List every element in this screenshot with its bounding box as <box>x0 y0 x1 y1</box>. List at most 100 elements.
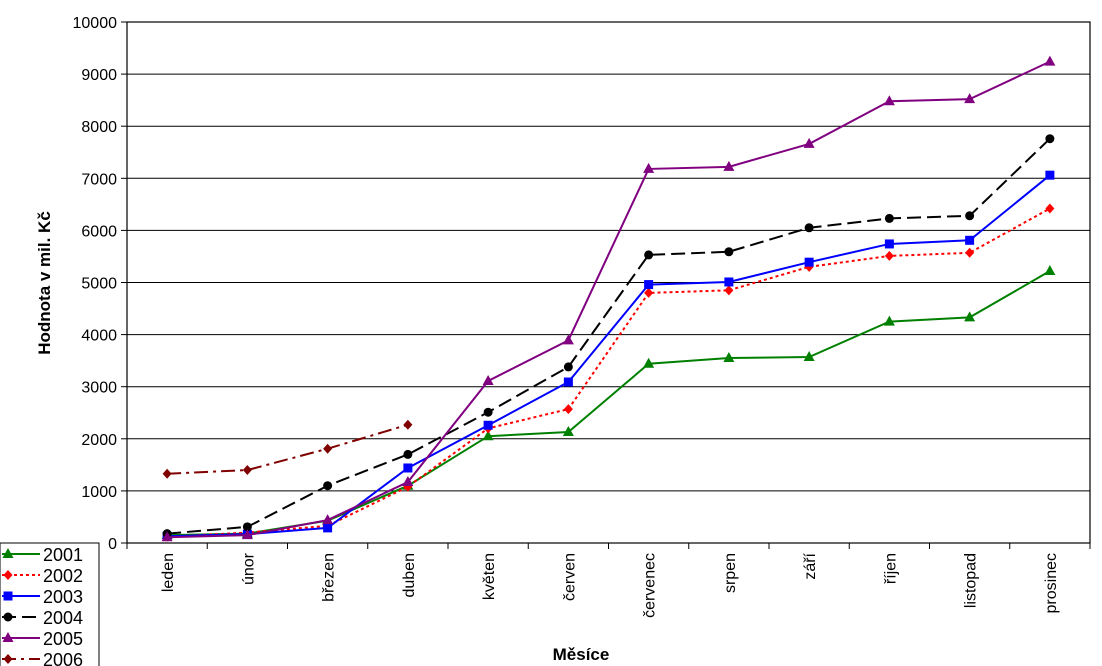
data-point <box>241 529 253 540</box>
data-point <box>724 247 734 257</box>
data-point <box>323 523 333 533</box>
gridlines <box>127 73 1090 492</box>
data-point <box>964 93 976 104</box>
data-point <box>482 430 494 441</box>
data-point <box>965 211 975 221</box>
y-tick-label: 9000 <box>81 67 117 84</box>
data-point <box>965 235 975 245</box>
data-point <box>643 162 655 173</box>
y-axis-ticks: 0 1000 2000 3000 4000 5000 6000 7000 8000 9000 100… <box>73 15 127 553</box>
data-point <box>884 213 894 223</box>
data-point <box>161 531 173 542</box>
x-tick-label: květen <box>481 553 498 600</box>
legend-item-2002: 2002 <box>2 566 83 586</box>
data-point <box>403 463 413 473</box>
data-point <box>723 352 735 363</box>
series-line <box>167 137 1051 535</box>
legend-item-2003: 2003 <box>2 587 83 607</box>
data-point <box>644 287 654 298</box>
x-tick-label: prosinec <box>1043 553 1060 613</box>
data-point <box>1045 134 1055 144</box>
y-tick-label: 3000 <box>81 380 117 397</box>
series-2005 <box>161 55 1056 542</box>
y-tick-label: 10000 <box>73 15 118 32</box>
data-point <box>804 257 814 267</box>
data-point <box>1045 203 1055 214</box>
x-tick-label: listopad <box>963 553 980 608</box>
x-tick-label: září <box>802 552 819 579</box>
y-tick-label: 6000 <box>81 223 117 240</box>
legend-label: 2006 <box>43 650 83 666</box>
data-point <box>803 137 815 148</box>
series-2004 <box>162 134 1055 539</box>
data-point <box>2 632 14 642</box>
x-tick-label: únor <box>240 552 257 585</box>
data-point <box>884 239 894 249</box>
x-tick-label: říjen <box>882 553 899 584</box>
x-axis-ticks: leden únor březen duben květen červen červenec… <box>126 543 1091 618</box>
x-tick-label: leden <box>160 553 177 592</box>
data-point <box>3 570 13 580</box>
data-point <box>563 362 573 372</box>
x-tick-label: duben <box>401 553 418 598</box>
data-point <box>804 223 814 233</box>
data-point <box>3 591 13 601</box>
data-point <box>562 334 574 345</box>
series-line <box>167 60 1051 539</box>
legend-label: 2001 <box>43 545 83 565</box>
data-point <box>883 95 895 106</box>
data-point <box>3 654 13 664</box>
y-tick-label: 4000 <box>81 328 117 345</box>
data-point <box>403 449 413 459</box>
legend-item-2004: 2004 <box>2 608 83 628</box>
y-tick-label: 0 <box>108 536 117 553</box>
series-line <box>167 423 409 475</box>
legend-item-2006: 2006 <box>2 650 83 666</box>
data-point <box>1044 55 1056 66</box>
data-point <box>322 514 334 525</box>
data-point <box>964 311 976 322</box>
x-tick-label: červen <box>561 553 578 601</box>
data-point <box>1044 265 1056 276</box>
data-point <box>403 419 413 430</box>
legend-item-2001: 2001 <box>2 545 83 565</box>
legend-label: 2003 <box>43 587 83 607</box>
series-2006 <box>162 419 413 479</box>
data-point <box>563 377 573 387</box>
x-tick-label: červenec <box>642 553 659 618</box>
data-point <box>563 404 573 415</box>
legend-label: 2005 <box>43 629 83 649</box>
y-tick-label: 5000 <box>81 276 117 293</box>
data-point <box>402 476 414 487</box>
data-point <box>323 443 333 454</box>
y-tick-label: 8000 <box>81 119 117 136</box>
legend-box <box>0 542 100 666</box>
y-axis-title: Hodnota v mil. Kč <box>35 211 54 355</box>
legend-label: 2004 <box>43 608 83 628</box>
data-point <box>562 426 574 437</box>
data-point <box>1045 170 1055 180</box>
series-group <box>161 55 1056 542</box>
data-point <box>965 247 975 258</box>
x-axis-title: Měsíce <box>553 645 610 664</box>
data-point <box>2 548 14 558</box>
data-point <box>803 351 815 362</box>
legend-label: 2002 <box>43 566 83 586</box>
y-tick-label: 1000 <box>81 484 117 501</box>
data-point <box>323 481 333 491</box>
data-point <box>644 250 654 260</box>
data-point <box>483 420 493 430</box>
data-point <box>482 374 494 385</box>
data-point <box>242 522 252 532</box>
x-tick-label: březen <box>321 553 338 602</box>
data-point <box>724 285 734 296</box>
data-point <box>162 468 172 479</box>
data-point <box>723 160 735 171</box>
data-point <box>483 407 493 417</box>
series-line <box>167 174 1051 538</box>
legend-item-2005: 2005 <box>2 629 83 649</box>
y-tick-label: 7000 <box>81 171 117 188</box>
data-point <box>644 280 654 290</box>
